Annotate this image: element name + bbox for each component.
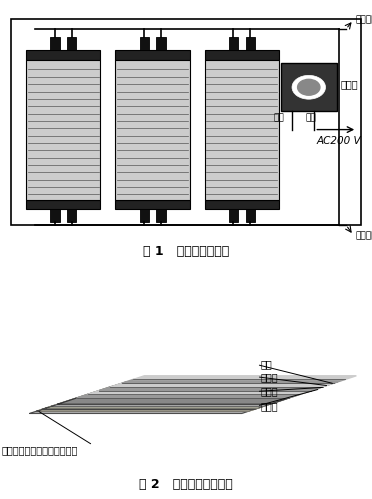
Polygon shape bbox=[52, 384, 331, 406]
FancyBboxPatch shape bbox=[205, 50, 279, 59]
Circle shape bbox=[292, 75, 326, 99]
Circle shape bbox=[298, 79, 320, 95]
Text: 保护层: 保护层 bbox=[260, 401, 278, 411]
Text: 漏电防水处理: 漏电防水处理 bbox=[355, 15, 372, 24]
Bar bbox=[67, 37, 76, 50]
Text: 图 2   地暖系统横断面图: 图 2 地暖系统横断面图 bbox=[139, 478, 233, 491]
Bar bbox=[229, 37, 238, 50]
Polygon shape bbox=[52, 404, 270, 406]
Polygon shape bbox=[122, 379, 345, 383]
Polygon shape bbox=[77, 394, 300, 398]
Text: 图 1   地暖系统连接图: 图 1 地暖系统连接图 bbox=[143, 245, 229, 258]
Polygon shape bbox=[42, 408, 258, 410]
Text: 地面: 地面 bbox=[260, 359, 272, 370]
Polygon shape bbox=[37, 389, 317, 411]
Bar bbox=[156, 209, 166, 222]
Bar bbox=[140, 37, 149, 50]
Bar bbox=[50, 209, 60, 222]
Text: 温控器: 温控器 bbox=[340, 80, 358, 90]
Polygon shape bbox=[58, 398, 289, 404]
Bar bbox=[50, 37, 60, 50]
Text: 漏电防水处理: 漏电防水处理 bbox=[355, 231, 372, 240]
FancyBboxPatch shape bbox=[26, 200, 100, 209]
FancyBboxPatch shape bbox=[26, 59, 100, 200]
Text: 保温层: 保温层 bbox=[260, 372, 278, 382]
Polygon shape bbox=[37, 410, 254, 411]
Bar bbox=[246, 37, 255, 50]
Text: AC200 V: AC200 V bbox=[316, 137, 361, 147]
Polygon shape bbox=[46, 386, 326, 408]
FancyBboxPatch shape bbox=[115, 200, 190, 209]
Bar bbox=[246, 209, 255, 222]
FancyBboxPatch shape bbox=[205, 200, 279, 209]
Polygon shape bbox=[42, 387, 321, 410]
FancyBboxPatch shape bbox=[115, 50, 190, 59]
Text: 装饰材料（木地板，地砖等）: 装饰材料（木地板，地砖等） bbox=[2, 445, 78, 455]
FancyBboxPatch shape bbox=[11, 18, 361, 225]
Polygon shape bbox=[30, 411, 249, 413]
Text: 电热膜: 电热膜 bbox=[260, 386, 278, 396]
Polygon shape bbox=[133, 376, 356, 379]
Bar bbox=[229, 209, 238, 222]
Polygon shape bbox=[99, 387, 323, 391]
FancyBboxPatch shape bbox=[115, 59, 190, 200]
Polygon shape bbox=[46, 406, 264, 408]
Bar bbox=[140, 209, 149, 222]
Bar bbox=[67, 209, 76, 222]
Bar bbox=[281, 63, 337, 111]
Polygon shape bbox=[88, 391, 311, 394]
Text: 输入: 输入 bbox=[274, 113, 284, 122]
FancyBboxPatch shape bbox=[205, 59, 279, 200]
Polygon shape bbox=[110, 383, 334, 387]
Text: 输出: 输出 bbox=[305, 113, 316, 122]
FancyBboxPatch shape bbox=[26, 50, 100, 59]
Bar bbox=[156, 37, 166, 50]
Polygon shape bbox=[58, 382, 338, 404]
